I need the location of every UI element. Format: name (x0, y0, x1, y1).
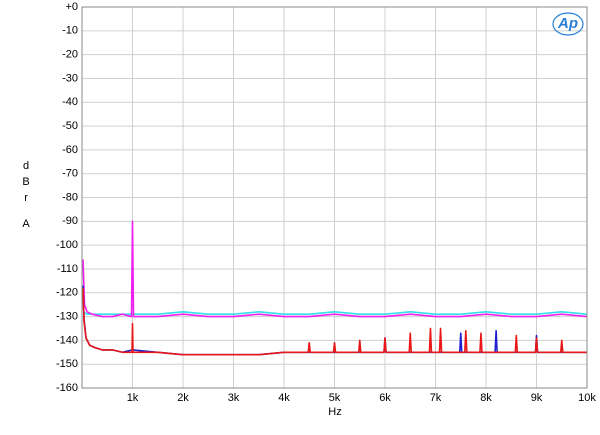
y-tick-label: -120 (56, 287, 78, 299)
x-tick-label: 4k (278, 392, 290, 404)
x-tick-label: 10k (578, 392, 596, 404)
series-line (82, 220, 588, 318)
x-tick-label: 1k (127, 392, 139, 404)
x-tick-label: 7k (430, 392, 442, 404)
grid (82, 6, 588, 389)
logo-ring (552, 12, 584, 36)
y-axis-label: dBr (20, 160, 32, 208)
y-tick-label: +0 (65, 1, 78, 13)
y-tick-label: -50 (62, 120, 78, 132)
series-lines (82, 220, 588, 356)
x-tick-label: 3k (228, 392, 240, 404)
y-tick-label: -160 (56, 382, 78, 394)
y-tick-label: -90 (62, 215, 78, 227)
y-tick-label: -60 (62, 144, 78, 156)
x-tick-label: 8k (480, 392, 492, 404)
y-tick-label: -20 (62, 49, 78, 61)
x-tick-label: 6k (379, 392, 391, 404)
y-tick-label: -70 (62, 168, 78, 180)
y-tick-label: -100 (56, 239, 78, 251)
y-axis-unit: A (22, 218, 30, 230)
y-tick-label: -10 (62, 25, 78, 37)
series-line (82, 287, 587, 356)
x-tick-label: 2k (177, 392, 189, 404)
y-tick-label: -150 (56, 358, 78, 370)
y-tick-label: -30 (62, 72, 78, 84)
y-tick-label: -140 (56, 334, 78, 346)
series-line (82, 311, 588, 315)
y-tick-label: -40 (62, 96, 78, 108)
x-tick-label: 5k (329, 392, 341, 404)
logo: Ap (557, 15, 578, 32)
plot-frame (81, 6, 588, 389)
y-tick-label: -80 (62, 191, 78, 203)
y-tick-label: -110 (57, 263, 78, 275)
x-tick-label: 9k (531, 392, 543, 404)
x-axis-label: Hz (328, 406, 341, 418)
y-tick-label: -130 (56, 310, 78, 322)
